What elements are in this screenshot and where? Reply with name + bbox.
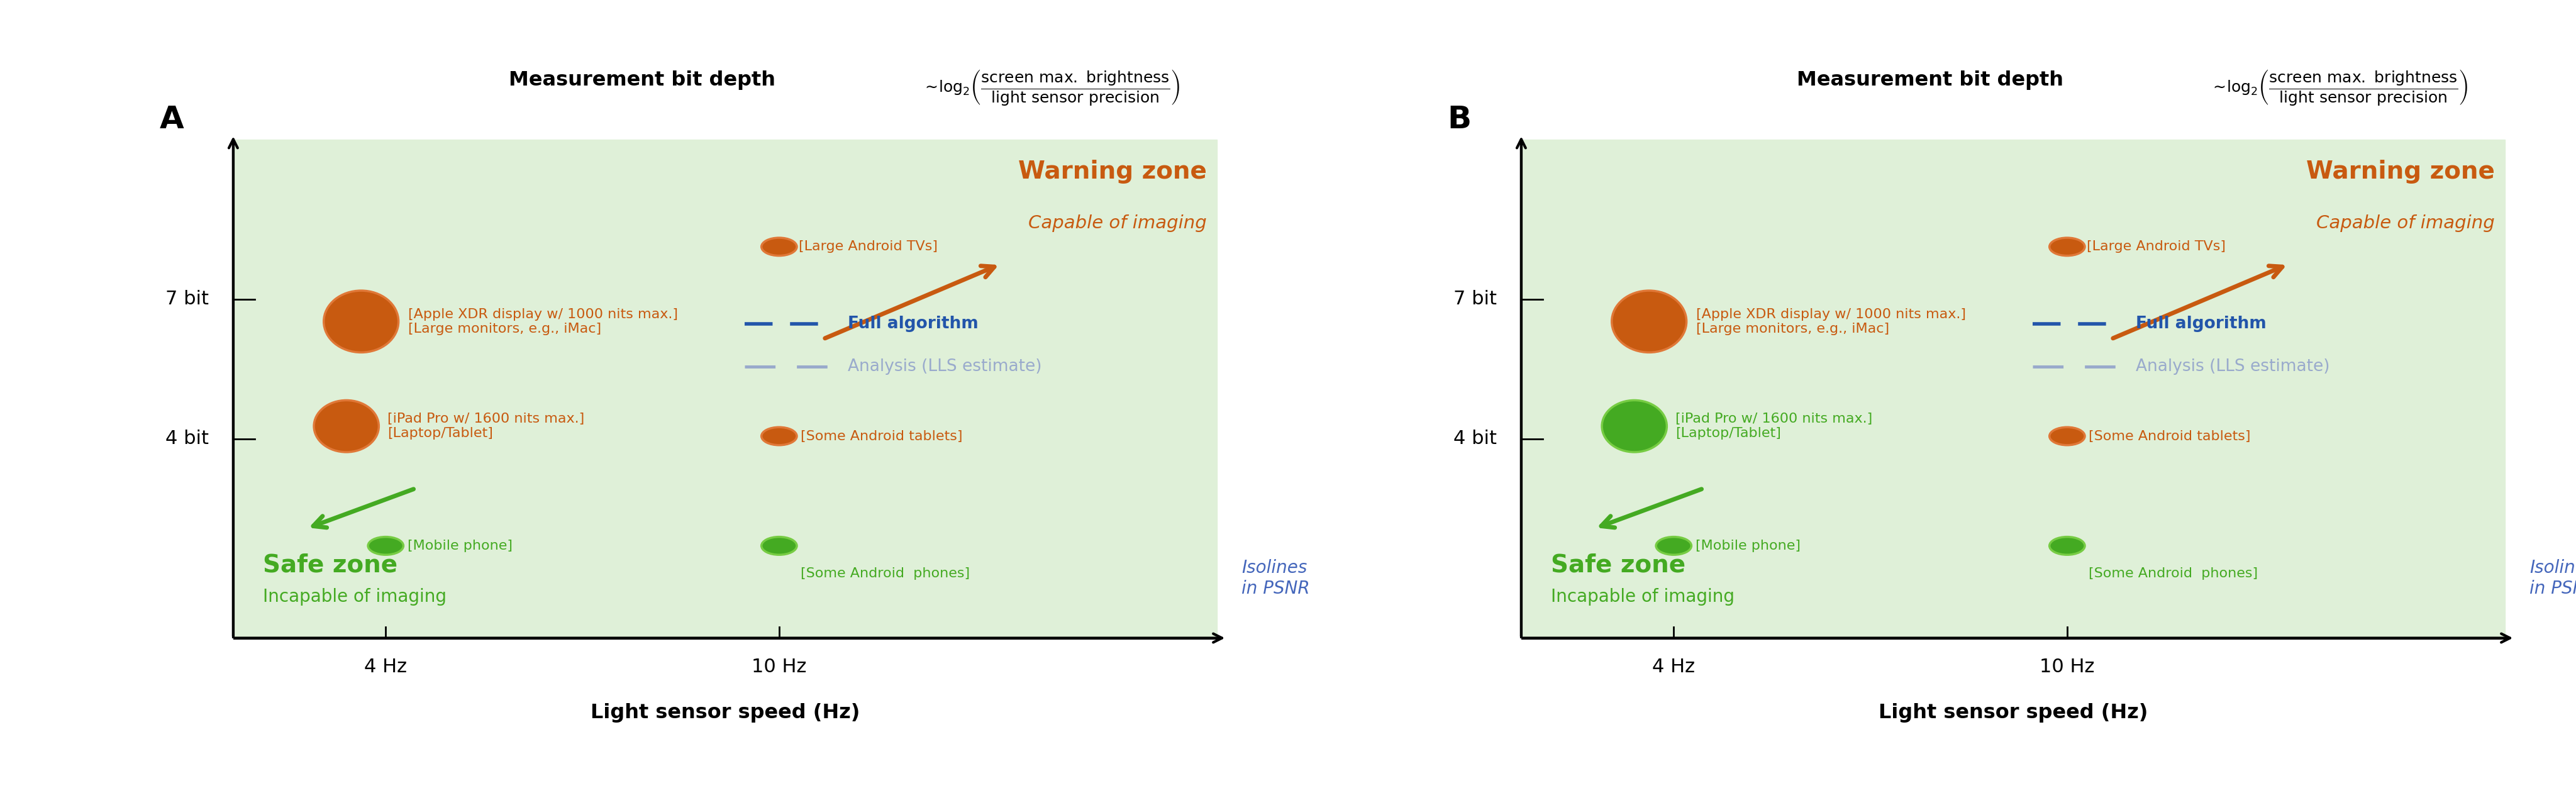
Text: Light sensor speed (Hz): Light sensor speed (Hz) — [1878, 703, 2148, 723]
Text: 4 bit: 4 bit — [1453, 429, 1497, 448]
Ellipse shape — [368, 537, 404, 555]
Ellipse shape — [2050, 427, 2084, 446]
Ellipse shape — [2050, 537, 2084, 555]
Text: Incapable of imaging: Incapable of imaging — [1551, 588, 1734, 606]
Text: Measurement bit depth: Measurement bit depth — [1795, 70, 2063, 90]
Text: Analysis (LLS estimate): Analysis (LLS estimate) — [2136, 358, 2329, 374]
Text: 4 Hz: 4 Hz — [1651, 658, 1695, 676]
Text: Warning zone: Warning zone — [1018, 160, 1208, 183]
Text: [Apple XDR display w/ 1000 nits max.]
[Large monitors, e.g., iMac]: [Apple XDR display w/ 1000 nits max.] [L… — [1698, 308, 1965, 335]
Ellipse shape — [314, 400, 379, 452]
Text: [iPad Pro w/ 1600 nits max.]
[Laptop/Tablet]: [iPad Pro w/ 1600 nits max.] [Laptop/Tab… — [386, 412, 585, 440]
Ellipse shape — [762, 537, 796, 555]
Text: Capable of imaging: Capable of imaging — [1028, 215, 1208, 232]
Text: Analysis (LLS estimate): Analysis (LLS estimate) — [848, 358, 1041, 374]
Text: 4 bit: 4 bit — [165, 429, 209, 448]
Text: Incapable of imaging: Incapable of imaging — [263, 588, 446, 606]
Text: Isolines
in PSNR: Isolines in PSNR — [2530, 559, 2576, 597]
Ellipse shape — [1613, 291, 1687, 352]
Bar — [1522, 139, 2504, 638]
Text: 10 Hz: 10 Hz — [2040, 658, 2094, 676]
Text: Isolines
in PSNR: Isolines in PSNR — [1242, 559, 1309, 597]
Text: A: A — [160, 104, 183, 134]
Text: Safe zone: Safe zone — [1551, 553, 1685, 578]
Text: 4 Hz: 4 Hz — [363, 658, 407, 676]
Text: [Some Android  phones]: [Some Android phones] — [801, 567, 971, 579]
Bar — [234, 139, 1216, 638]
Text: [iPad Pro w/ 1600 nits max.]
[Laptop/Tablet]: [iPad Pro w/ 1600 nits max.] [Laptop/Tab… — [1674, 412, 1873, 440]
Text: [Some Android tablets]: [Some Android tablets] — [2089, 430, 2251, 442]
Text: 7 bit: 7 bit — [165, 290, 209, 308]
Text: [Mobile phone]: [Mobile phone] — [407, 539, 513, 552]
Text: [Apple XDR display w/ 1000 nits max.]
[Large monitors, e.g., iMac]: [Apple XDR display w/ 1000 nits max.] [L… — [410, 308, 677, 335]
Text: Light sensor speed (Hz): Light sensor speed (Hz) — [590, 703, 860, 723]
Text: 7 bit: 7 bit — [1453, 290, 1497, 308]
Text: $\sim\!\log_2\!\left(\dfrac{\mathrm{screen\ max.\ brightness}}{\mathrm{light\ se: $\sim\!\log_2\!\left(\dfrac{\mathrm{scre… — [922, 68, 1180, 107]
Ellipse shape — [1602, 400, 1667, 452]
Text: [Some Android tablets]: [Some Android tablets] — [801, 430, 963, 442]
Text: B: B — [1448, 104, 1471, 134]
Text: Full algorithm: Full algorithm — [2136, 316, 2267, 332]
Text: Warning zone: Warning zone — [2306, 160, 2496, 183]
Text: Measurement bit depth: Measurement bit depth — [507, 70, 775, 90]
Text: [Large Android TVs]: [Large Android TVs] — [799, 241, 938, 253]
Ellipse shape — [762, 427, 796, 446]
Text: [Mobile phone]: [Mobile phone] — [1695, 539, 1801, 552]
Ellipse shape — [1656, 537, 1692, 555]
Text: [Some Android  phones]: [Some Android phones] — [2089, 567, 2259, 579]
Ellipse shape — [325, 291, 399, 352]
Text: Full algorithm: Full algorithm — [848, 316, 979, 332]
Ellipse shape — [2050, 238, 2084, 256]
Text: [Large Android TVs]: [Large Android TVs] — [2087, 241, 2226, 253]
Text: $\sim\!\log_2\!\left(\dfrac{\mathrm{screen\ max.\ brightness}}{\mathrm{light\ se: $\sim\!\log_2\!\left(\dfrac{\mathrm{scre… — [2210, 68, 2468, 107]
Text: 10 Hz: 10 Hz — [752, 658, 806, 676]
Text: Capable of imaging: Capable of imaging — [2316, 215, 2496, 232]
Text: Safe zone: Safe zone — [263, 553, 397, 578]
Ellipse shape — [762, 238, 796, 256]
